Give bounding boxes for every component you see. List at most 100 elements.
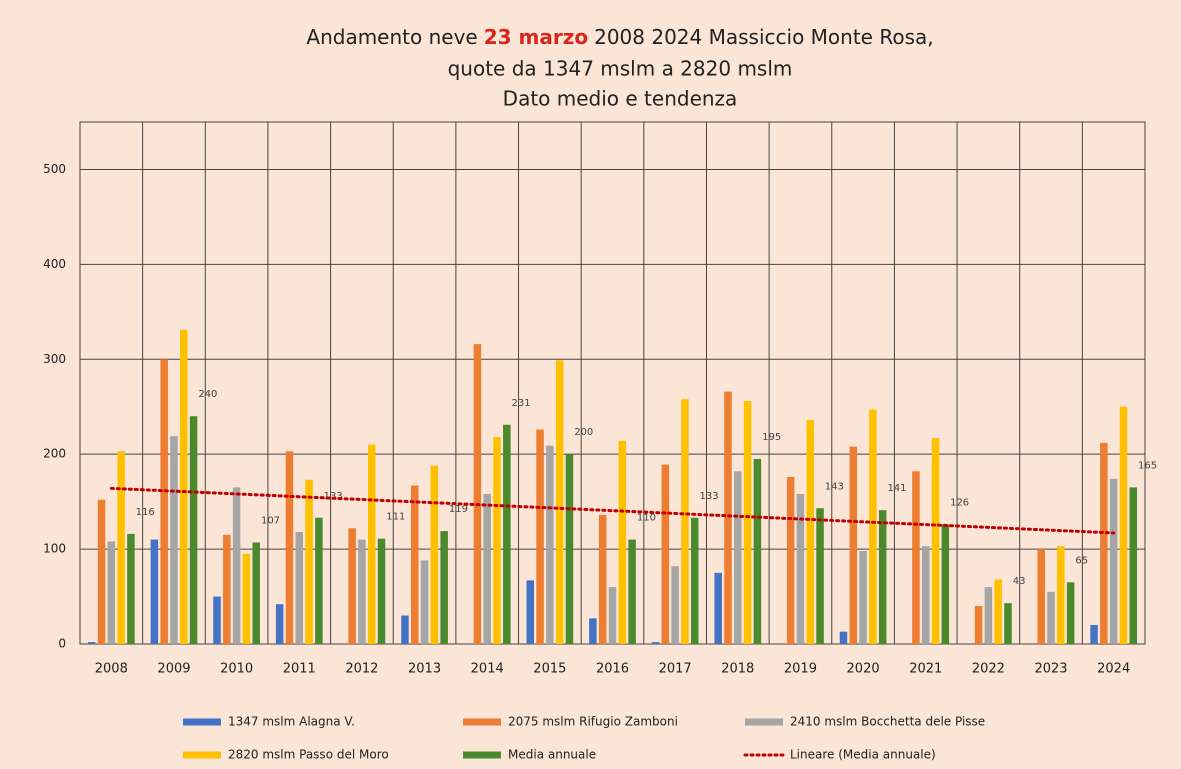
data-label: 200 (574, 427, 593, 438)
bar (367, 444, 376, 644)
x-tick-label: 2018 (721, 662, 754, 677)
data-label: 65 (1075, 555, 1088, 566)
bar (1037, 549, 1045, 644)
bar (931, 438, 940, 644)
bar (714, 572, 722, 644)
subtitle: quote da 1347 mslm a 2820 mslm (448, 57, 793, 81)
legend-swatch (463, 751, 501, 759)
bar (127, 533, 135, 644)
bar (1066, 582, 1075, 644)
bar (994, 579, 1002, 644)
bar (546, 445, 554, 644)
bar (348, 528, 356, 644)
bar (440, 531, 448, 644)
trend-line (109, 486, 1116, 535)
bar (430, 465, 439, 644)
bar (473, 344, 482, 644)
bar (984, 587, 993, 644)
x-tick-label: 2020 (847, 662, 880, 677)
x-tick-label: 2008 (95, 662, 128, 677)
x-tick-label: 2015 (533, 662, 566, 677)
y-tick-label: 100 (43, 542, 66, 556)
bar (377, 538, 386, 644)
legend-swatch (183, 718, 221, 726)
bar (589, 618, 597, 644)
bar (734, 471, 742, 644)
bar (117, 451, 125, 644)
legend-label: Media annuale (508, 748, 596, 762)
data-label: 165 (1138, 460, 1157, 471)
data-label: 111 (386, 512, 405, 523)
bar (1129, 487, 1138, 644)
bar (849, 446, 858, 644)
bar (213, 596, 221, 644)
bar (1109, 478, 1118, 644)
bar (285, 451, 294, 644)
x-tick-label: 2021 (909, 662, 942, 677)
bar (941, 524, 950, 644)
x-tick-label: 2012 (345, 662, 378, 677)
legend-label: Lineare (Media annuale) (790, 748, 936, 762)
data-label: 119 (449, 504, 468, 515)
x-tick-label: 2023 (1034, 662, 1067, 677)
bar (536, 429, 544, 644)
bar (252, 542, 260, 644)
y-tick-label: 400 (43, 257, 66, 271)
data-label: 143 (825, 481, 844, 492)
data-label: 231 (512, 398, 531, 409)
bar (921, 546, 930, 644)
bar (1057, 546, 1065, 644)
data-label: 116 (136, 507, 155, 518)
bar (1004, 603, 1012, 644)
title-part: Andamento neve (306, 25, 477, 49)
y-tick-label: 500 (43, 162, 66, 176)
bar (305, 479, 313, 644)
data-label: 43 (1013, 576, 1026, 587)
bar (671, 566, 679, 644)
bar (743, 401, 752, 644)
bar (878, 510, 887, 644)
bar (608, 587, 617, 644)
x-tick-label: 2017 (659, 662, 692, 677)
bar (690, 517, 699, 644)
x-tick-label: 2011 (283, 662, 316, 677)
bar (358, 539, 366, 644)
bar (107, 541, 116, 644)
bar (315, 517, 323, 644)
bar (401, 615, 409, 644)
bar (681, 399, 689, 644)
bar (97, 499, 106, 644)
bar (724, 391, 732, 644)
x-tick-label: 2019 (784, 662, 817, 677)
data-label: 133 (324, 491, 343, 502)
legend-label: 2820 mslm Passo del Moro (228, 748, 389, 762)
title-highlight: 23 marzo (484, 25, 588, 49)
bar (493, 437, 501, 644)
bar (242, 553, 251, 644)
bar (295, 532, 304, 644)
bar (232, 487, 241, 644)
data-label: 126 (950, 497, 969, 508)
x-tick-label: 2024 (1097, 662, 1130, 677)
legend-label: 1347 mslm Alagna V. (228, 715, 355, 729)
bar (786, 476, 795, 644)
bar (598, 514, 607, 644)
bar (839, 631, 848, 644)
data-label: 110 (637, 513, 656, 524)
bar (618, 440, 627, 644)
data-label: 107 (261, 515, 280, 526)
bar (1090, 625, 1098, 644)
x-tick-label: 2009 (157, 662, 190, 677)
bar (661, 464, 670, 644)
legend-swatch (463, 718, 501, 726)
data-label: 240 (198, 389, 217, 400)
subtitle: Dato medio e tendenza (503, 87, 738, 111)
legend-swatch (183, 751, 221, 759)
bar (503, 424, 511, 644)
bar (1119, 406, 1128, 644)
bar (87, 642, 96, 644)
bar (753, 458, 762, 644)
bar (869, 409, 877, 644)
bar (526, 580, 535, 644)
